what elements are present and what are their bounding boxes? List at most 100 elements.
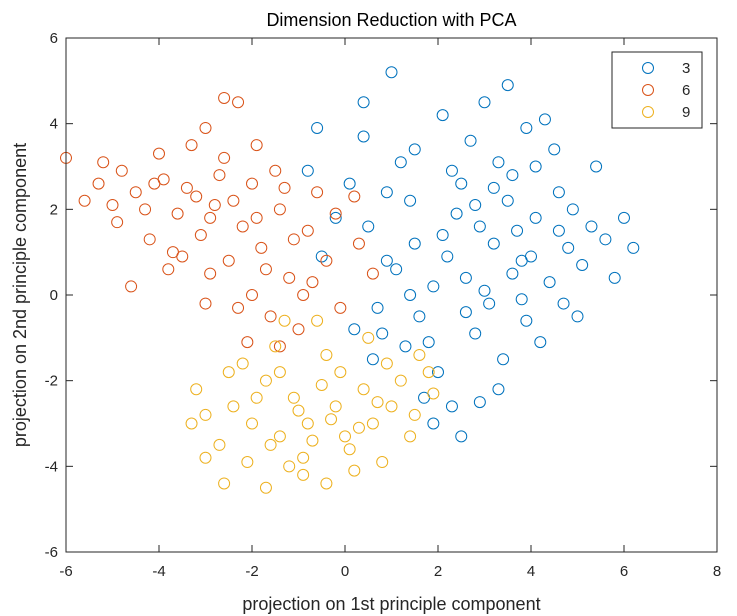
data-point [106,199,119,212]
data-point [204,267,217,280]
data-point [492,156,505,169]
y-axis-title: projection on 2nd principle component [10,143,30,447]
data-point [162,263,175,276]
data-point [129,186,142,199]
data-point [385,66,398,79]
data-point [441,250,454,263]
data-point [264,438,277,451]
data-point [213,169,226,182]
data-point [311,186,324,199]
data-point [404,194,417,207]
data-point [394,156,407,169]
data-point [436,109,449,122]
data-point [213,438,226,451]
data-point [222,366,235,379]
series-6 [60,91,379,353]
data-point [394,374,407,387]
data-point [380,357,393,370]
data-point [185,139,198,152]
data-point [259,263,272,276]
data-point [334,366,347,379]
data-point [194,229,207,242]
data-point [450,207,463,220]
data-point [259,481,272,494]
data-point [329,207,342,220]
data-point [376,456,389,469]
data-point [320,348,333,361]
data-point [473,220,486,233]
data-point [232,96,245,109]
data-point [199,297,212,310]
legend-label: 3 [682,60,690,77]
data-point [515,293,528,306]
chart-title: Dimension Reduction with PCA [266,10,516,30]
data-point [376,327,389,340]
data-point [278,181,291,194]
data-point [190,190,203,203]
data-point [390,263,403,276]
data-point [492,383,505,396]
data-point [320,254,333,267]
y-tick-label: -2 [45,373,58,390]
data-point [218,91,231,104]
data-point [627,241,640,254]
data-point [473,396,486,409]
data-point [343,443,356,456]
data-point [478,284,491,297]
data-point [511,224,524,237]
data-point [366,417,379,430]
data-point [585,220,598,233]
legend-marker [642,106,654,118]
data-point [464,134,477,147]
data-point [576,259,589,272]
x-axis-title: projection on 1st principle component [242,594,540,614]
data-point [153,147,165,160]
series-9 [185,314,440,494]
data-point [185,417,198,430]
data-point [469,199,482,212]
data-point [432,366,444,379]
y-tick-label: 0 [50,287,58,304]
data-point [352,421,365,434]
data-point [366,353,379,366]
data-point [283,271,296,284]
data-point [273,340,286,353]
data-point [357,130,370,143]
data-point [566,203,579,216]
data-point [459,271,472,284]
data-point [208,199,221,212]
data-point [97,156,110,169]
data-point [404,289,417,301]
data-point [352,237,365,250]
data-point [204,211,217,224]
y-tick-label: 2 [50,201,58,218]
data-point [283,460,296,473]
data-point [348,190,361,203]
data-point [501,194,514,207]
data-point [408,408,421,421]
data-point [320,477,333,490]
data-point [250,211,263,224]
data-point [171,207,184,220]
data-point [436,229,449,242]
data-point [125,280,138,293]
data-point [422,366,435,379]
data-point [525,250,537,263]
data-point [297,289,310,301]
data-point [520,314,533,327]
data-point [218,151,231,164]
data-point [408,143,421,156]
data-point [487,181,500,194]
data-point [408,237,421,250]
data-point [413,310,426,323]
data-point [273,203,286,216]
data-point [218,477,231,490]
axis-ticks: -6 -4 -2 0 2 4 6 8 -6 -4 -2 0 2 4 6 [45,30,722,580]
data-point [506,267,519,280]
data-point [552,186,565,199]
data-point [427,387,440,400]
data-point [287,233,300,246]
data-point [255,241,268,254]
data-point [227,194,240,207]
scatter-series-layer [60,66,640,494]
